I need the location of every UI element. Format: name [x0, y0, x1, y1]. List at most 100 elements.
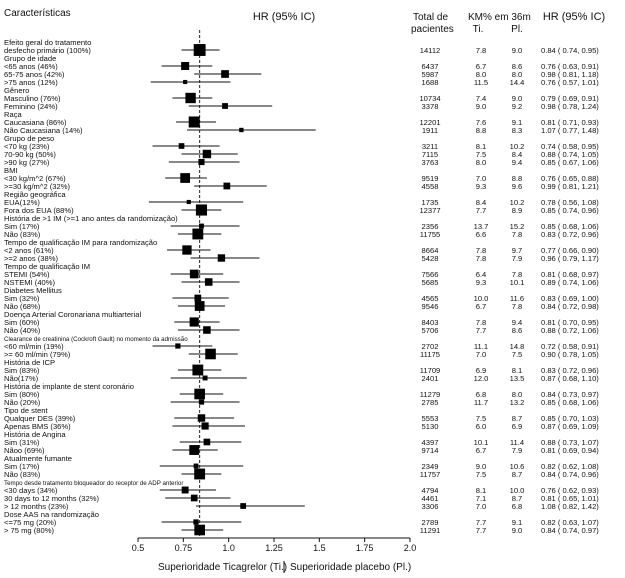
km-pl-value: 8.9: [512, 206, 523, 215]
km-ti-value: 8.4: [476, 198, 487, 207]
hr-point: [203, 326, 211, 334]
hr-point: [197, 414, 206, 422]
subgroup-label: 30 days to 12 months (32%): [4, 494, 99, 503]
km-ti-value: 6.7: [476, 62, 487, 71]
subgroup-label: Sim (83%): [4, 366, 40, 375]
hr-ci-text: 0.83 ( 0.69, 1.00): [541, 294, 599, 303]
subgroup-label: Não Caucasiana (14%): [4, 126, 83, 135]
header-hr-left: HR (95% IC): [253, 11, 315, 23]
hr-point: [181, 61, 190, 71]
hr-ci-text: 0.82 ( 0.63, 1.07): [541, 518, 599, 527]
hr-point: [202, 149, 212, 159]
group-label: Grupo de idade: [4, 54, 56, 63]
subgroup-label: >=30 kg/m^2 (32%): [4, 182, 71, 191]
total-patients: 7115: [422, 150, 438, 159]
total-patients: 11279: [420, 390, 441, 399]
hr-ci-text: 0.83 ( 0.72, 0.96): [541, 230, 599, 239]
header-characteristics: Características: [4, 8, 71, 19]
km-pl-value: 8.0: [512, 70, 523, 79]
km-ti-value: 11.5: [474, 78, 488, 87]
total-patients: 11291: [420, 526, 441, 535]
km-ti-value: 7.5: [476, 414, 487, 423]
subgroup-label: >75 anos (12%): [4, 78, 58, 87]
km-pl-value: 8.8: [512, 174, 523, 183]
km-ti-value: 7.7: [476, 526, 487, 535]
total-patients: 8403: [422, 318, 439, 327]
total-patients: 5553: [422, 414, 439, 423]
subgroup-label: 70-90 kg (50%): [4, 150, 56, 159]
total-patients: 2789: [422, 518, 439, 527]
total-patients: 3763: [422, 158, 439, 167]
km-pl-value: 7.9: [512, 254, 523, 263]
subgroup-label: <=75 mg (20%): [4, 518, 57, 527]
km-ti-value: 6.8: [476, 390, 487, 399]
hr-ci-text: 0.85 ( 0.67, 1.06): [541, 158, 599, 167]
hr-ci-text: 0.84 ( 0.72, 0.98): [541, 302, 599, 311]
total-patients: 2349: [422, 462, 439, 471]
km-pl-value: 8.7: [512, 470, 523, 479]
km-pl-value: 9.4: [512, 158, 523, 167]
total-patients: 3306: [422, 502, 439, 511]
subgroup-label: Feminino (24%): [4, 102, 58, 111]
hr-ci-text: 0.74 ( 0.58, 0.95): [541, 142, 599, 151]
km-pl-value: 6.8: [512, 502, 523, 511]
group-label: Região geográfica: [4, 190, 66, 199]
km-pl-value: 10.2: [510, 198, 525, 207]
total-patients: 9546: [422, 302, 439, 311]
km-ti-value: 6.9: [476, 366, 487, 375]
group-label: Dose AAS na randomização: [4, 510, 99, 519]
total-patients: 10734: [419, 94, 440, 103]
hr-ci-text: 0.76 ( 0.57, 1.01): [541, 78, 599, 87]
group-label: Tempo de qualificação IM: [4, 262, 90, 271]
hr-ci-text: 0.96 ( 0.79, 1.17): [541, 254, 599, 263]
km-pl-value: 9.2: [512, 102, 523, 111]
km-pl-value: 9.7: [512, 246, 523, 255]
subgroup-label: 65-75 anos (42%): [4, 70, 65, 79]
km-pl-value: 9.0: [512, 46, 523, 55]
x-tick-label: 0.75: [175, 543, 193, 553]
km-ti-value: 8.1: [476, 142, 487, 151]
subgroup-label: Nãoo (69%): [4, 446, 45, 455]
group-label: Tempo de qualificação IM para randomizaç…: [4, 238, 157, 247]
hr-ci-text: 0.77 ( 0.66, 0.90): [541, 246, 599, 255]
subgroup-label: Sim (60%): [4, 318, 40, 327]
group-label: Tipo de stent: [4, 406, 49, 415]
hr-ci-text: 0.76 ( 0.62, 0.93): [541, 486, 599, 495]
group-label: Grupo de peso: [4, 134, 54, 143]
km-ti-value: 7.0: [476, 502, 487, 511]
total-patients: 12377: [419, 206, 440, 215]
km-pl-value: 6.9: [512, 422, 523, 431]
km-pl-value: 9.0: [512, 94, 523, 103]
hr-point: [175, 343, 181, 349]
total-patients: 8664: [422, 246, 439, 255]
total-patients: 4461: [422, 494, 439, 503]
subgroup-label: > 75 mg (80%): [4, 526, 54, 535]
km-ti-value: 9.0: [476, 462, 487, 471]
km-pl-value: 14.4: [510, 78, 525, 87]
total-patients: 4565: [422, 294, 439, 303]
subgroup-label: >90 kg (27%): [4, 158, 50, 167]
km-ti-value: 7.8: [476, 318, 487, 327]
hr-point: [239, 127, 244, 133]
hr-point: [217, 254, 226, 262]
group-label: Atualmente fumante: [4, 454, 72, 463]
group-label: História de >1 IM (>=1 ano antes da rand…: [4, 214, 178, 223]
hr-point: [201, 422, 209, 430]
km-ti-value: 9.3: [476, 182, 487, 191]
hr-point: [194, 294, 202, 302]
hr-ci-text: 0.85 ( 0.68, 1.06): [541, 398, 599, 407]
hr-point: [186, 199, 191, 205]
km-ti-value: 9.0: [476, 102, 487, 111]
km-ti-value: 8.8: [476, 126, 487, 135]
km-ti-value: 10.1: [474, 438, 489, 447]
km-pl-value: 8.7: [512, 494, 523, 503]
total-patients: 5685: [422, 278, 439, 287]
hr-point: [205, 348, 216, 360]
total-patients: 1911: [422, 126, 438, 135]
subgroup-label: Fora dos EUA (88%): [4, 206, 74, 215]
x-label-left: Superioridade Ticagrelor (Ti.): [158, 562, 287, 573]
subgroup-label: <30 days (34%): [4, 486, 58, 495]
hr-ci-text: 0.85 ( 0.70, 1.03): [541, 414, 599, 423]
km-ti-value: 6.7: [476, 302, 487, 311]
hr-point: [194, 388, 205, 400]
